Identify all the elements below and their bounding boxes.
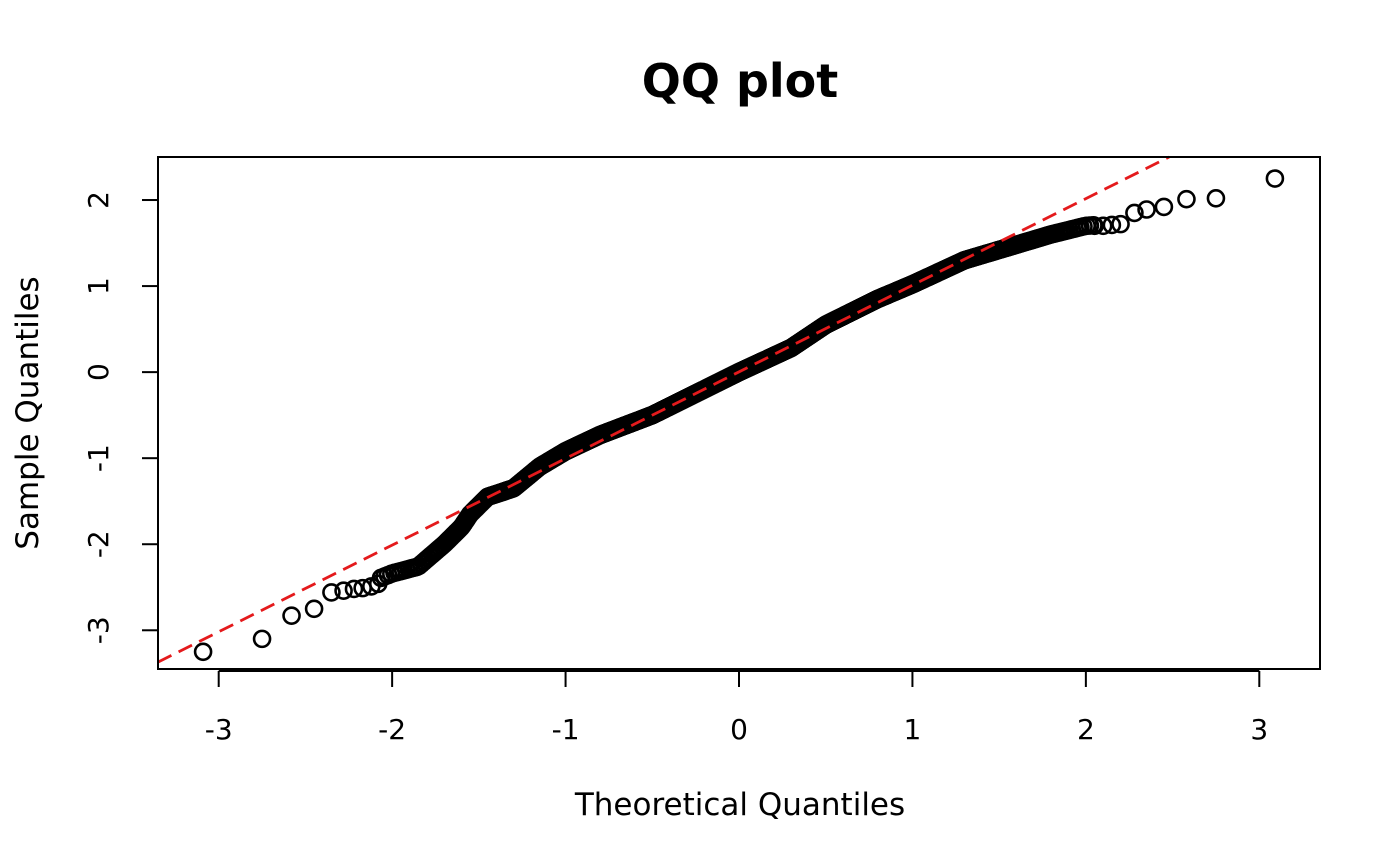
y-tick-label: 1: [82, 277, 115, 295]
data-point: [1084, 216, 1103, 235]
y-axis: -3 -2 -1 0 1 2: [82, 191, 159, 644]
y-tick-label: 0: [82, 363, 115, 381]
chart-title: QQ plot: [642, 54, 839, 108]
y-tick-label: -1: [82, 444, 115, 472]
x-tick-label: -1: [552, 713, 580, 746]
x-tick-label: 2: [1077, 713, 1095, 746]
data-point: [322, 583, 341, 602]
data-point: [1125, 203, 1144, 223]
reference-line-layer: [157, 155, 1170, 664]
y-tick-label: -3: [82, 616, 115, 644]
y-tick-label: -2: [82, 530, 115, 558]
sample-points: [193, 169, 1285, 662]
x-tick-label: 3: [1250, 713, 1268, 746]
data-point: [1265, 169, 1285, 188]
x-tick-label: -2: [378, 713, 406, 746]
data-point: [334, 581, 353, 600]
x-tick-label: -3: [205, 713, 233, 746]
data-point: [1177, 189, 1196, 209]
data-point: [193, 642, 213, 662]
data-point: [304, 599, 324, 619]
y-tick-label: 2: [82, 191, 115, 209]
plot-frame: [157, 156, 1321, 670]
data-point: [252, 629, 272, 649]
data-point: [1137, 200, 1156, 219]
y-axis-label: Sample Quantiles: [10, 276, 46, 549]
data-point: [1154, 197, 1174, 217]
x-tick-label: 0: [730, 713, 748, 746]
x-tick-label: 1: [904, 713, 922, 746]
x-axis: -3 -2 -1 0 1 2 3: [205, 670, 1268, 746]
x-axis-label: Theoretical Quantiles: [574, 787, 905, 823]
data-point: [1111, 214, 1130, 234]
reference-line: [157, 155, 1170, 664]
data-point: [282, 606, 301, 625]
data-point: [1206, 189, 1226, 208]
data-point: [1102, 215, 1122, 235]
data-point: [344, 579, 364, 599]
